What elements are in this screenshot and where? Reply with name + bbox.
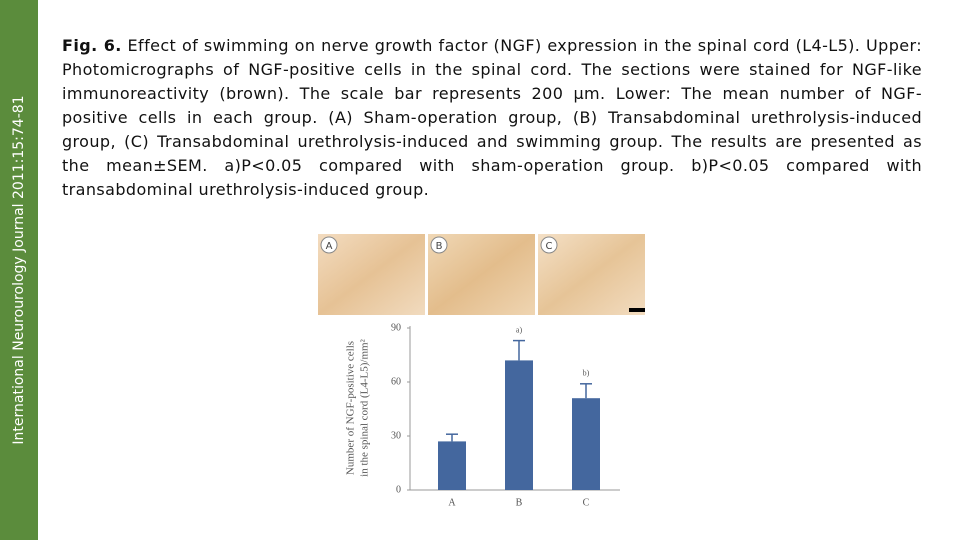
scale-bar [629,308,645,312]
photo-label-circle [540,236,558,254]
photo-label-circle [430,236,448,254]
photo-label: B [436,241,443,252]
annotation: a) [516,325,523,334]
bar [572,398,600,490]
photo-label: A [326,241,333,252]
x-tick-label: A [448,497,456,508]
x-tick-label: C [583,497,590,508]
caption-text: Effect of swimming on nerve growth facto… [62,36,922,199]
photo-label: C [546,241,553,252]
bar [438,441,466,490]
y-tick-label: 30 [391,430,401,441]
x-tick-label: B [516,497,523,508]
y-tick-label: 90 [391,322,401,333]
photo-label-circle [320,236,338,254]
annotation: b) [583,369,590,378]
y-axis-label: in the spinal cord (L4-L5)/mm² [359,338,371,476]
y-tick-label: 60 [391,376,401,387]
caption: Fig. 6. Effect of swimming on nerve grow… [62,34,922,202]
bar [505,360,533,490]
sidebar: International Neurourology Journal 2011:… [0,0,38,540]
figure-label: Fig. 6. [62,36,122,55]
y-tick-label: 0 [396,484,401,495]
y-axis-label: Number of NGF-positive cells [345,341,357,475]
